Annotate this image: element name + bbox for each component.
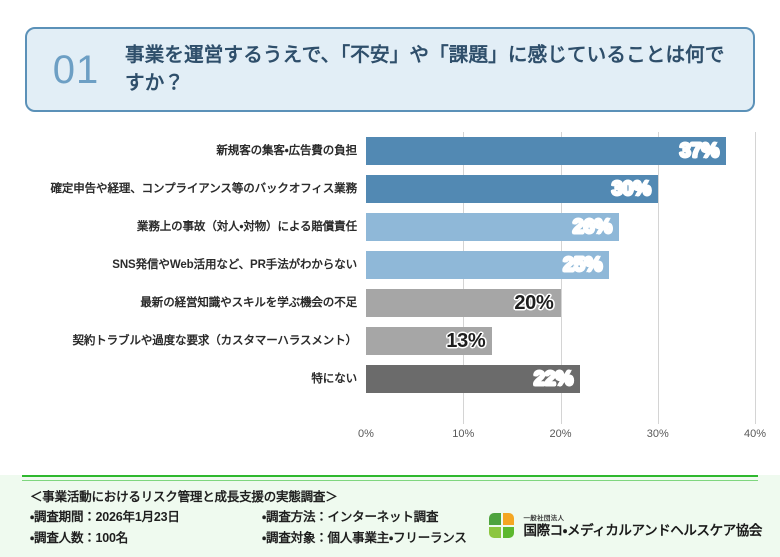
bar-category-label: SNS発信やWeb活用など、PR手法がわからない (112, 258, 357, 271)
survey-meta-heading: ＜事業活動におけるリスク管理と成長支援の実態調査＞ (30, 490, 338, 504)
chart-bar-rows: 新規客の集客・広告費の負担 37% 確定申告や経理、コンプライアンス等のバックオフィ… (25, 132, 755, 398)
bar-track: 30% (366, 170, 755, 208)
bar-track: 20% (366, 284, 755, 322)
bar-value-label: 30% (611, 178, 653, 200)
bar-track: 37% (366, 132, 755, 170)
survey-period: ・調査期間：2026年1月23日 (30, 510, 180, 525)
question-header-box: 01 事業を運営するうえで、「不安」や「課題」に感じていることは何ですか？ (25, 27, 755, 112)
bar: 13% (366, 327, 493, 355)
bar-value-label: 13% (446, 330, 486, 352)
chart-bar-row: 契約トラブルや過度な要求（カスタマーハラスメント） 13% (25, 322, 755, 360)
bar-value-label: 26% (572, 216, 614, 238)
survey-method: ・調査方法：インターネット調査 (262, 510, 439, 525)
bar-track: 26% (366, 208, 755, 246)
gridline (657, 132, 659, 424)
footer-divider-thin (22, 480, 758, 481)
gridline (755, 132, 756, 424)
chart-bar-row: 最新の経営知識やスキルを学ぶ機会の不足 20% (25, 284, 755, 322)
chart-x-axis: 0% 10% 20% 30% 40% (358, 428, 766, 448)
bar-track: 22% (366, 360, 755, 398)
bar: 26% (366, 213, 619, 241)
survey-bar-chart: 新規客の集客・広告費の負担 37% 確定申告や経理、コンプライアンス等のバックオフィ… (25, 128, 766, 453)
x-axis-tick-label: 10% (452, 428, 475, 440)
organization-logo: 一般社団法人 国際コ・メディカルアンドヘルスケア協会 (489, 513, 762, 540)
bar: 22% (366, 365, 580, 393)
survey-footer: ＜事業活動におけるリスク管理と成長支援の実態調査＞ ・調査期間：2026年1月2… (0, 475, 780, 557)
chart-bar-row: 業務上の事故（対人・対物）による賠償責任 26% (25, 208, 755, 246)
bar-value-label: 37% (679, 140, 721, 162)
logo-quadrant-bottom-left (489, 526, 501, 538)
bar: 37% (366, 137, 726, 165)
footer-divider-thick (22, 475, 758, 477)
pinwheel-logo-icon (489, 513, 516, 540)
question-number: 01 (52, 47, 100, 92)
survey-meta-row: ・調査期間：2026年1月23日 ・調査方法：インターネット調査 (30, 507, 530, 527)
bar-value-label: 25% (562, 254, 604, 276)
survey-meta-row: ・調査人数：100名 ・調査対象：個人事業主・フリーランス (30, 528, 530, 548)
logo-quadrant-top-left (489, 513, 501, 525)
chart-bar-row: 特にない 22% (25, 360, 755, 398)
organization-logo-text: 一般社団法人 国際コ・メディカルアンドヘルスケア協会 (523, 514, 762, 538)
bar-track: 25% (366, 246, 755, 284)
chart-bar-row: SNS発信やWeb活用など、PR手法がわからない 25% (25, 246, 755, 284)
x-axis-tick-label: 0% (358, 428, 374, 440)
chart-bar-row: 確定申告や経理、コンプライアンス等のバックオフィス業務 30% (25, 170, 755, 208)
bar-value-label: 22% (533, 368, 575, 390)
bar-category-label: 契約トラブルや過度な要求（カスタマーハラスメント） (72, 334, 357, 347)
bar-category-label: 確定申告や経理、コンプライアンス等のバックオフィス業務 (50, 182, 357, 195)
survey-meta: ＜事業活動におけるリスク管理と成長支援の実態調査＞ ・調査期間：2026年1月2… (30, 488, 530, 548)
bar: 20% (366, 289, 561, 317)
x-axis-tick-label: 30% (646, 428, 669, 440)
bar-track: 13% (366, 322, 755, 360)
bar-category-label: 特にない (311, 372, 357, 385)
survey-target: ・調査対象：個人事業主・フリーランス (262, 530, 467, 545)
bar-category-label: 最新の経営知識やスキルを学ぶ機会の不足 (140, 296, 357, 309)
bar-category-label: 新規客の集客・広告費の負担 (216, 144, 357, 157)
survey-sample-size: ・調査人数：100名 (30, 530, 129, 545)
logo-quadrant-top-right (502, 513, 515, 525)
bar-category-label: 業務上の事故（対人・対物）による賠償責任 (136, 220, 357, 233)
organization-kicker: 一般社団法人 (523, 514, 565, 522)
question-title: 事業を運営するうえで、「不安」や「課題」に感じていることは何ですか？ (125, 43, 725, 94)
bar: 30% (366, 175, 658, 203)
x-axis-tick-label: 20% (549, 428, 572, 440)
bar: 25% (366, 251, 610, 279)
bar-value-label: 20% (514, 292, 554, 314)
chart-bar-row: 新規客の集客・広告費の負担 37% (25, 132, 755, 170)
organization-name: 国際コ・メディカルアンドヘルスケア協会 (523, 523, 762, 538)
x-axis-tick-label: 40% (743, 428, 767, 440)
logo-quadrant-bottom-right (502, 526, 515, 538)
